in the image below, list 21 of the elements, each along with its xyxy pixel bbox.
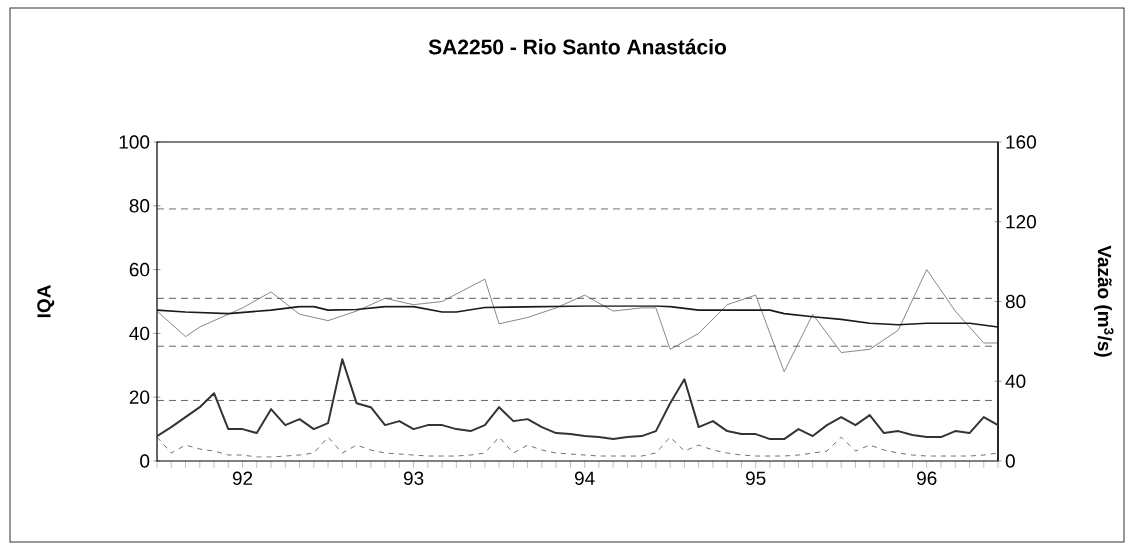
x-tick-label: 93 — [403, 471, 424, 485]
x-tick-label: 94 — [574, 471, 595, 485]
y2-tick-label: 80 — [1005, 294, 1026, 309]
y-tick-label: 0 — [140, 454, 150, 468]
y2-tick-label: 0 — [1005, 454, 1015, 468]
line-series — [157, 305, 999, 328]
line-series — [157, 269, 999, 373]
y-tick-label: 100 — [119, 135, 150, 149]
y2-axis-title: Vazão (m$^{3}$/s) — [1094, 245, 1114, 357]
y-tick-label: 40 — [129, 326, 150, 341]
y-tick-label: 20 — [129, 390, 150, 404]
y2-tick-label: 120 — [1006, 215, 1036, 229]
x-tick-label: 92 — [232, 471, 253, 485]
y2-tick-label: 160 — [1006, 135, 1036, 149]
y-tick-label: 60 — [129, 262, 150, 277]
chart-title: SA2250 - Rio Santo Anastácio — [428, 38, 727, 55]
y-axis-title: IQA — [37, 285, 55, 318]
y2-tick-label: 40 — [1005, 374, 1026, 388]
x-tick-label: 95 — [746, 471, 766, 485]
y-tick-label: 80 — [129, 199, 150, 213]
x-tick-label: 96 — [917, 471, 937, 485]
